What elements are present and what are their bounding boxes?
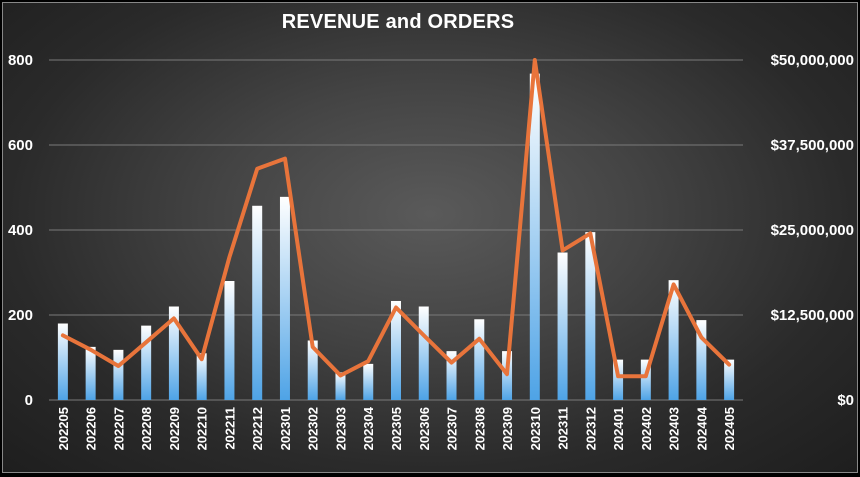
right-tick-label-0: $0: [837, 392, 854, 409]
x-tick-label-202307: 202307: [445, 407, 460, 450]
left-tick-label-1: 200: [8, 307, 33, 324]
x-tick-label-202404: 202404: [694, 406, 709, 450]
x-tick-label-202205: 202205: [56, 407, 71, 450]
left-tick-label-4: 800: [8, 52, 33, 69]
bar-202404: [696, 320, 707, 400]
x-tick-label-202207: 202207: [111, 407, 126, 450]
bar-202307: [446, 351, 457, 400]
x-tick-label-202210: 202210: [195, 407, 210, 450]
bar-202308: [474, 319, 485, 400]
x-tick-label-202401: 202401: [611, 407, 626, 450]
x-tick-label-202306: 202306: [417, 407, 432, 450]
right-axis: $0 $12,500,000 $25,000,000 $37,500,000 $50,0…: [771, 52, 854, 409]
right-tick-label-3: $37,500,000: [771, 137, 854, 154]
bar-202303: [335, 372, 346, 400]
bar-202304: [363, 363, 374, 400]
right-tick-label-4: $50,000,000: [771, 52, 854, 69]
x-tick-label-202209: 202209: [167, 407, 182, 450]
bar-202310: [529, 73, 540, 400]
bar-202305: [391, 300, 401, 400]
x-tick-label-202305: 202305: [389, 407, 404, 450]
x-tick-label-202402: 202402: [639, 407, 654, 450]
x-tick-label-202211: 202211: [222, 407, 237, 450]
bar-202206: [85, 346, 96, 400]
x-tick-label-202303: 202303: [333, 407, 348, 450]
chart-title: REVENUE and ORDERS: [281, 11, 515, 33]
revenue-line: [60, 58, 732, 379]
revenue-orders-chart: 0 200 400 600 800 $0 $12,500,000 $25,000,000 $3…: [8, 52, 854, 450]
left-tick-label-3: 600: [8, 137, 33, 154]
x-tick-label-202304: 202304: [361, 406, 376, 450]
line-series: [60, 58, 732, 379]
x-tick-label-202309: 202309: [500, 407, 515, 450]
right-tick-label-1: $12,500,000: [771, 307, 854, 324]
bar-202405: [724, 359, 735, 400]
bar-202207: [113, 349, 124, 400]
x-tick-label-202206: 202206: [84, 407, 99, 450]
left-tick-label-2: 400: [8, 222, 33, 239]
bar-202211: [224, 281, 235, 400]
bar-202212: [252, 205, 263, 400]
bar-202210: [196, 353, 207, 400]
bar-202311: [557, 252, 568, 400]
x-tick-label-202301: 202301: [278, 407, 293, 450]
bar-202401: [613, 359, 624, 400]
x-axis: 202205 202206 202207 202208 202209 202210 2022…: [56, 406, 737, 450]
x-tick-label-202302: 202302: [306, 407, 321, 450]
x-tick-label-202212: 202212: [250, 407, 265, 450]
x-tick-label-202311: 202311: [556, 407, 571, 450]
bar-202402: [640, 359, 651, 400]
x-tick-label-202403: 202403: [667, 407, 682, 450]
right-tick-label-2: $25,000,000: [771, 222, 854, 239]
bar-202403: [668, 280, 679, 400]
bar-202208: [141, 325, 152, 400]
left-axis: 0 200 400 600 800: [8, 52, 33, 409]
x-tick-label-202310: 202310: [528, 407, 543, 450]
x-tick-label-202405: 202405: [722, 407, 737, 450]
bar-202306: [418, 306, 429, 400]
bar-202312: [585, 232, 596, 400]
x-tick-label-202208: 202208: [139, 407, 154, 450]
x-tick-label-202312: 202312: [583, 407, 598, 450]
x-tick-label-202308: 202308: [472, 407, 487, 450]
bar-202301: [279, 196, 290, 400]
bar-202209: [168, 306, 179, 400]
left-tick-label-0: 0: [25, 392, 33, 409]
bar-202302: [307, 340, 318, 400]
bar-202205: [57, 323, 68, 400]
bar-series: [57, 73, 735, 400]
